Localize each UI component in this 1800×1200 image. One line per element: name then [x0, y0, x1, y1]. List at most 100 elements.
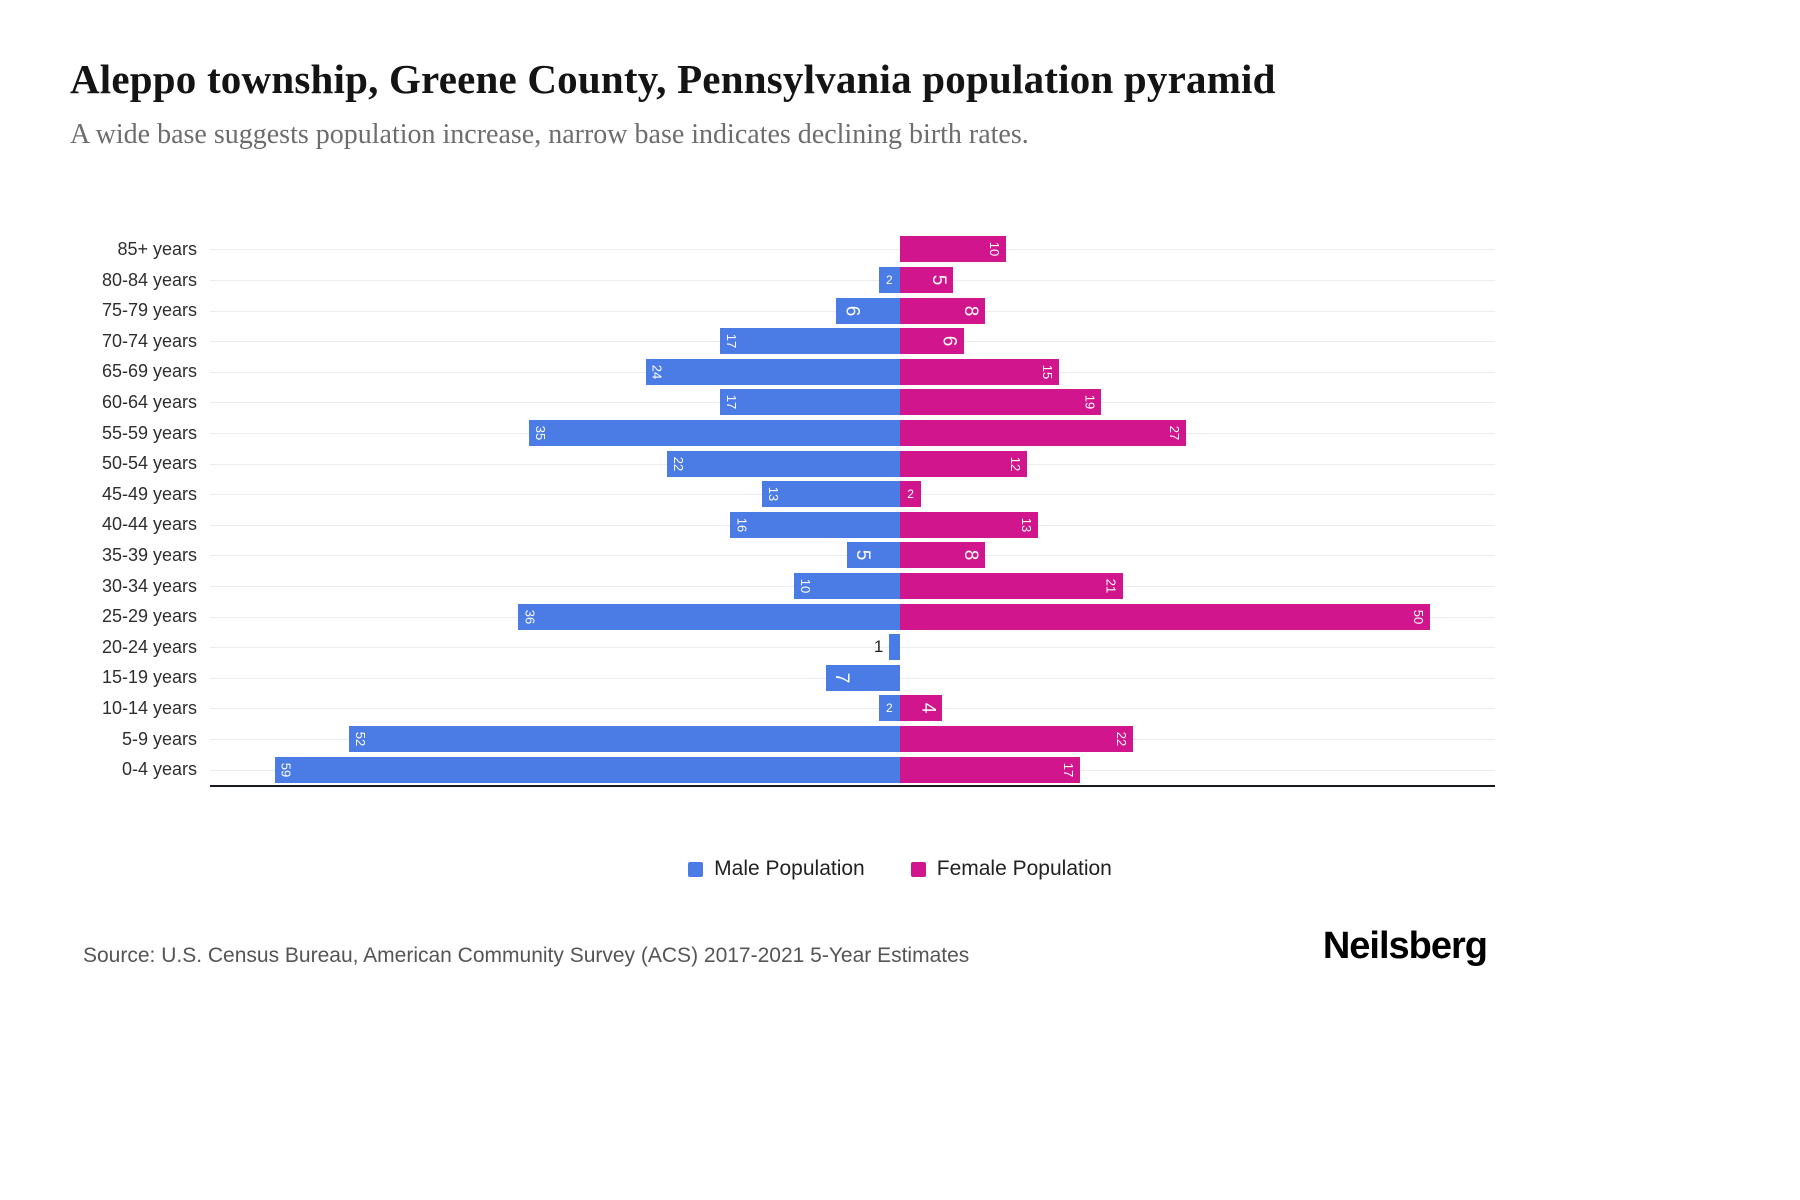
male-population-bar[interactable]: 59: [274, 756, 900, 783]
female-population-bar[interactable]: 27: [900, 419, 1187, 446]
bar-value-label: 13: [766, 486, 782, 502]
age-axis-label: 5-9 years: [121, 728, 197, 749]
age-axis-label: 30-34 years: [101, 575, 197, 596]
female-legend-swatch: [910, 861, 926, 877]
bar-value-label: 35: [533, 425, 548, 441]
gridline: [210, 708, 1495, 710]
x-axis-line: [210, 784, 1495, 787]
male-population-bar[interactable]: 6: [836, 297, 900, 324]
bar-value-label: 5: [852, 550, 873, 561]
bar-value-label: 13: [1018, 517, 1034, 532]
bar-value-label: 21: [1103, 578, 1119, 594]
age-axis-label: 0-4 years: [121, 759, 197, 780]
male-population-bar[interactable]: 24: [645, 358, 900, 385]
neilsberg-logo: Neilsberg: [1322, 925, 1488, 967]
male-population-bar[interactable]: [889, 634, 900, 661]
bar-value-label: 8: [959, 305, 981, 316]
bar-value-label: 10: [798, 578, 813, 594]
female-population-bar[interactable]: 13: [900, 511, 1038, 538]
age-axis-label: 65-69 years: [101, 361, 197, 382]
male-population-bar[interactable]: 7: [825, 664, 900, 691]
bar-value-label: 16: [734, 517, 750, 532]
bar-value-label: 6: [938, 335, 960, 347]
male-population-bar[interactable]: 36: [518, 603, 900, 630]
bar-value-label: 4: [917, 703, 939, 714]
female-population-bar[interactable]: 10: [900, 236, 1006, 263]
age-axis-label: 75-79 years: [101, 300, 197, 321]
bar-value-label: 15: [1040, 364, 1055, 379]
age-axis-label: 45-49 years: [101, 483, 197, 504]
bar-value-label: 8: [959, 550, 981, 561]
female-population-bar[interactable]: 50: [900, 603, 1430, 630]
female-population-bar[interactable]: 15: [900, 358, 1059, 385]
bar-value-label: 2: [886, 272, 893, 287]
age-axis-label: 40-44 years: [101, 514, 197, 535]
pyramid-chart: 85+ years 10 80-84 years 2 5 75-79 years 6 8 70-…: [0, 234, 1800, 794]
female-population-bar[interactable]: 17: [900, 756, 1081, 783]
male-population-bar[interactable]: 22: [666, 450, 900, 477]
bar-value-label: 5: [928, 274, 949, 286]
legend-item-female[interactable]: Female Population: [910, 857, 1112, 881]
bar-value-label: 36: [522, 609, 538, 624]
female-population-bar[interactable]: 8: [900, 297, 985, 324]
female-population-bar[interactable]: 12: [900, 450, 1028, 477]
female-population-bar[interactable]: 19: [900, 389, 1102, 416]
male-population-bar[interactable]: 16: [730, 511, 900, 538]
bar-value-label: 22: [1114, 731, 1130, 747]
female-population-bar[interactable]: 22: [900, 725, 1134, 752]
bar-value-label: 10: [987, 242, 1002, 257]
bar-value-label: 6: [841, 305, 863, 316]
male-population-bar[interactable]: 5: [847, 542, 900, 569]
bar-value-label: 2: [886, 701, 893, 716]
female-population-bar[interactable]: 8: [900, 542, 985, 569]
page-subtitle: A wide base suggests population increase…: [70, 119, 1029, 150]
male-population-bar[interactable]: 35: [529, 419, 900, 446]
male-population-bar[interactable]: 10: [794, 572, 900, 599]
gridline: [210, 249, 1495, 251]
bar-value-label: 24: [649, 364, 665, 379]
bar-value-label: 2: [907, 487, 914, 502]
bar-value-label: 19: [1082, 395, 1098, 410]
age-axis-label: 50-54 years: [101, 453, 197, 474]
gridline: [210, 279, 1495, 281]
bar-value-label: 7: [830, 672, 852, 683]
bar-value-label: 17: [723, 395, 739, 410]
age-axis-label: 10-14 years: [101, 698, 197, 718]
age-axis-label: 25-29 years: [101, 606, 197, 627]
male-population-bar[interactable]: 17: [719, 389, 900, 416]
age-axis-label: 35-39 years: [101, 545, 197, 565]
male-population-bar[interactable]: 13: [762, 481, 900, 508]
female-population-bar[interactable]: 6: [900, 328, 964, 355]
bar-value-label: 52: [352, 731, 368, 747]
age-axis-label: 80-84 years: [101, 269, 197, 290]
female-population-bar[interactable]: 21: [900, 572, 1123, 599]
age-axis-label: 55-59 years: [101, 422, 197, 443]
male-population-bar[interactable]: 2: [878, 695, 900, 722]
gridline: [210, 647, 1495, 649]
legend-item-male[interactable]: Male Population: [688, 857, 865, 881]
page-title: Aleppo township, Greene County, Pennsylv…: [70, 56, 1276, 102]
male-legend-swatch: [688, 861, 704, 877]
male-population-bar[interactable]: 52: [348, 725, 900, 752]
male-legend-label: Male Population: [714, 857, 865, 880]
bar-value-label: 50: [1411, 609, 1426, 624]
bar-value-label: 22: [670, 456, 686, 471]
male-population-bar[interactable]: 17: [719, 328, 900, 355]
bar-value-label: 12: [1008, 456, 1024, 471]
male-population-bar[interactable]: 2: [878, 266, 900, 293]
age-axis-label: 70-74 years: [101, 330, 197, 351]
bar-value-label: 17: [1061, 762, 1077, 777]
age-axis-label: 60-64 years: [101, 392, 197, 412]
bar-value-label: 59: [278, 762, 294, 777]
bar-value-label: 1: [873, 636, 884, 656]
female-legend-label: Female Population: [936, 857, 1112, 880]
female-population-bar[interactable]: 5: [900, 266, 953, 293]
female-population-bar[interactable]: 2: [900, 481, 922, 508]
chart-legend: Male Population Female Population: [0, 852, 1800, 886]
source-attribution: Source: U.S. Census Bureau, American Com…: [83, 944, 970, 967]
age-axis-label: 20-24 years: [101, 636, 197, 657]
female-population-bar[interactable]: 4: [900, 695, 943, 722]
bar-value-label: 17: [723, 333, 739, 349]
age-axis-label: 15-19 years: [101, 667, 197, 688]
age-axis-label: 85+ years: [117, 239, 197, 259]
